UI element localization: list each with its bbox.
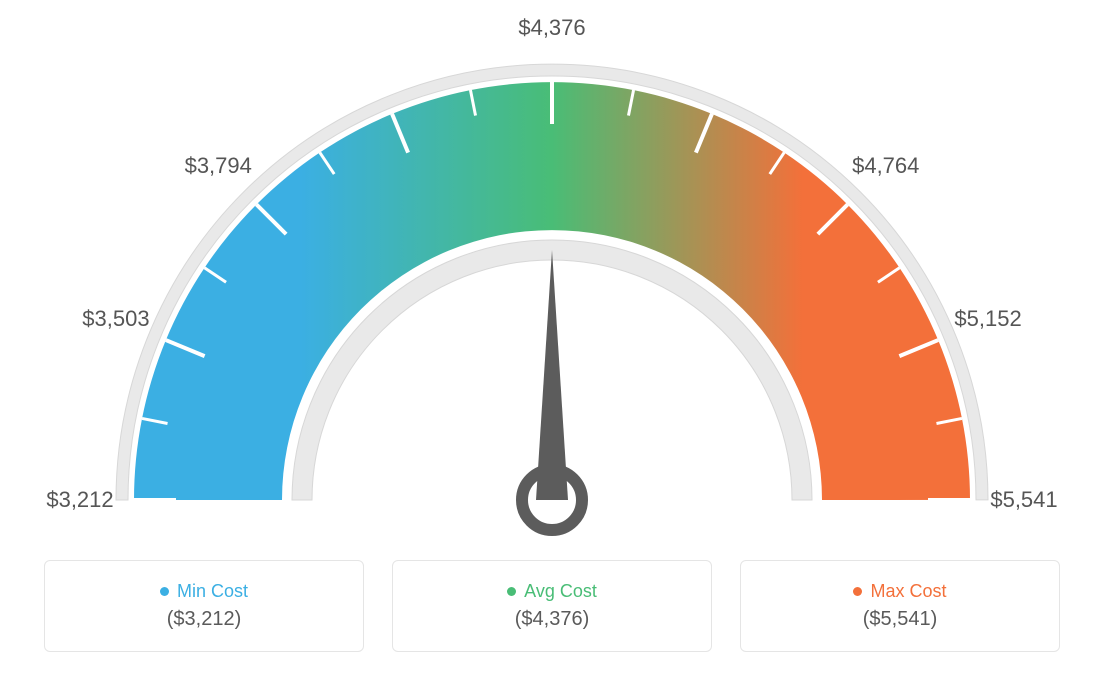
max-cost-label: Max Cost [870,581,946,602]
min-cost-label: Min Cost [177,581,248,602]
gauge-svg [0,0,1104,560]
avg-cost-card: Avg Cost ($4,376) [392,560,712,652]
summary-cards: Min Cost ($3,212) Avg Cost ($4,376) Max … [0,560,1104,652]
min-cost-card: Min Cost ($3,212) [44,560,364,652]
gauge-tick-label: $4,376 [518,15,585,41]
max-cost-card: Max Cost ($5,541) [740,560,1060,652]
gauge-tick-label: $5,541 [990,487,1057,513]
max-dot-icon [853,587,862,596]
avg-dot-icon [507,587,516,596]
min-cost-value: ($3,212) [167,608,242,631]
gauge-tick-label: $3,503 [82,306,149,332]
gauge-tick-label: $4,764 [852,153,919,179]
cost-gauge: $3,212 $3,503 $3,794 $4,376 $4,764 $5,152 $5,5… [0,0,1104,560]
gauge-tick-label: $3,212 [46,487,113,513]
gauge-tick-label: $3,794 [185,153,252,179]
avg-cost-value: ($4,376) [515,608,590,631]
min-dot-icon [160,587,169,596]
avg-cost-label: Avg Cost [524,581,597,602]
max-cost-value: ($5,541) [863,608,938,631]
gauge-tick-label: $5,152 [954,306,1021,332]
